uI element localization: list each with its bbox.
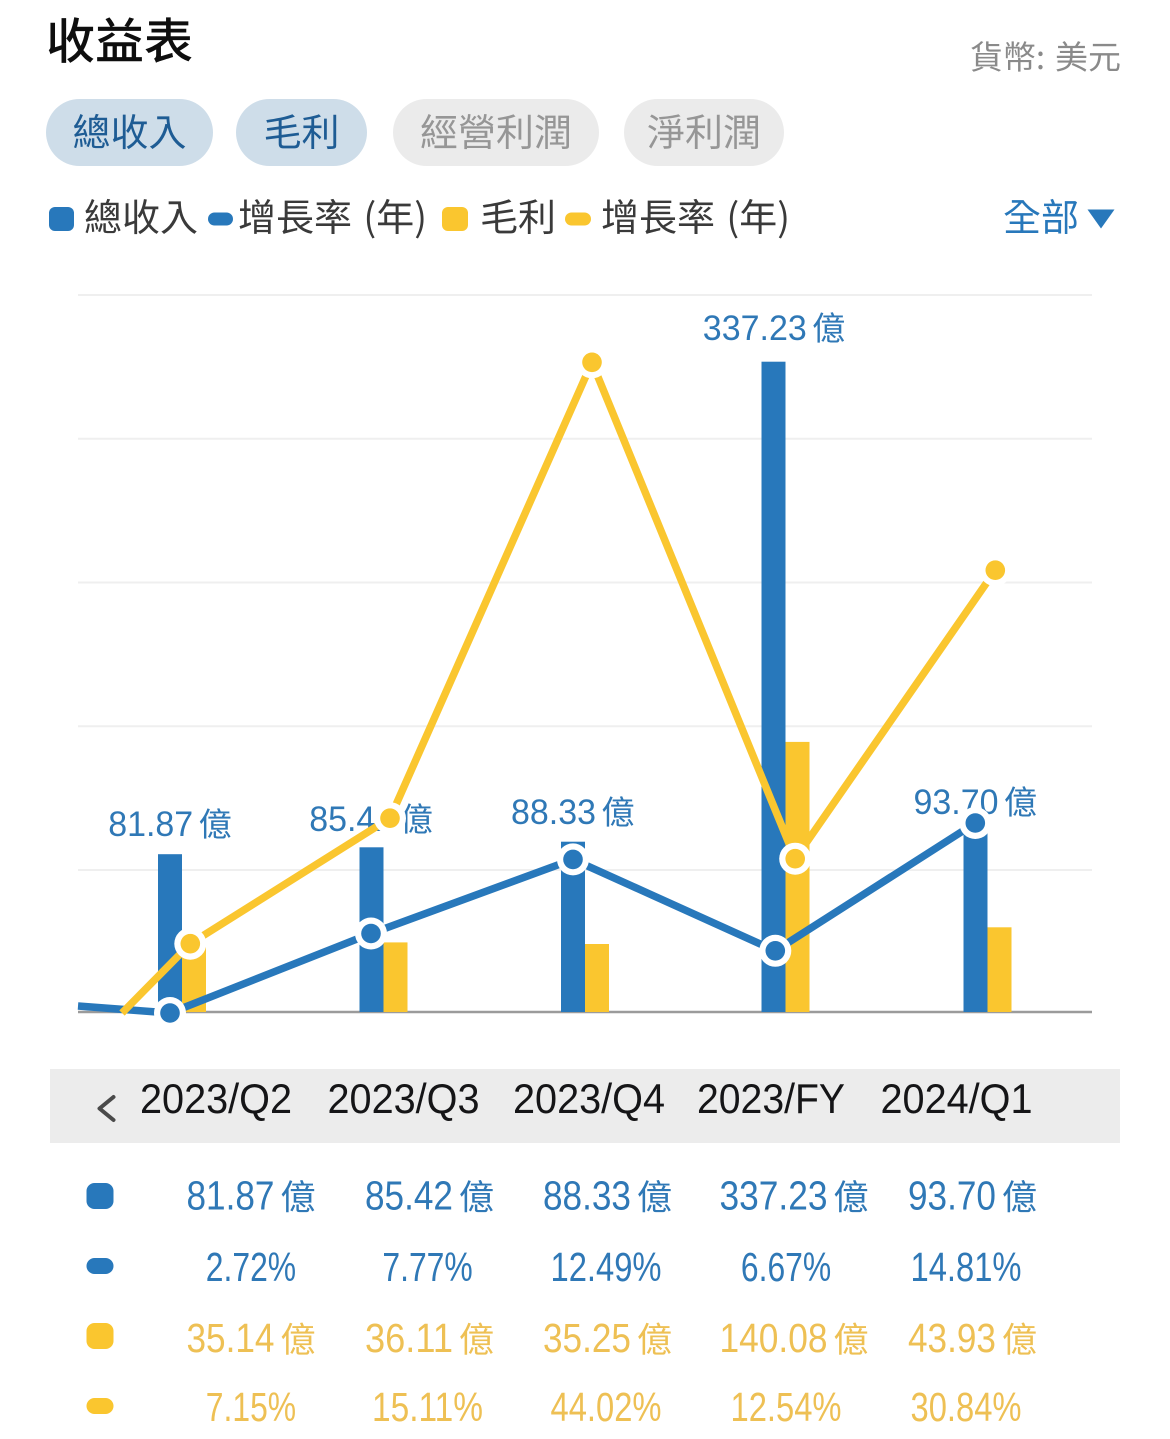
svg-text:2024/Q1: 2024/Q1 xyxy=(881,1075,1033,1122)
svg-text:12.49%: 12.49% xyxy=(551,1244,662,1290)
svg-text:93.70: 93.70 xyxy=(908,1173,996,1219)
svg-text:12.54%: 12.54% xyxy=(731,1384,842,1430)
svg-text:85.42: 85.42 xyxy=(365,1173,453,1219)
svg-text:2023/Q4: 2023/Q4 xyxy=(513,1075,665,1122)
svg-text:88.33: 88.33 xyxy=(511,793,596,832)
svg-text:337.23: 337.23 xyxy=(703,309,807,348)
svg-text:7.77%: 7.77% xyxy=(382,1244,472,1290)
svg-text:35.14: 35.14 xyxy=(187,1315,275,1361)
svg-text:2023/FY: 2023/FY xyxy=(697,1075,845,1122)
svg-text:81.87: 81.87 xyxy=(187,1173,275,1219)
svg-text:2023/Q2: 2023/Q2 xyxy=(140,1075,292,1122)
svg-text:30.84%: 30.84% xyxy=(911,1384,1022,1430)
svg-text:7.15%: 7.15% xyxy=(206,1384,296,1430)
svg-text:337.23: 337.23 xyxy=(720,1173,828,1219)
svg-text:6.67%: 6.67% xyxy=(741,1244,831,1290)
svg-text:81.87: 81.87 xyxy=(108,805,193,844)
svg-text:44.02%: 44.02% xyxy=(551,1384,662,1430)
svg-text:15.11%: 15.11% xyxy=(372,1384,483,1430)
svg-text:2.72%: 2.72% xyxy=(206,1244,296,1290)
svg-text:36.11: 36.11 xyxy=(365,1315,453,1361)
svg-text:88.33: 88.33 xyxy=(543,1173,631,1219)
svg-text:140.08: 140.08 xyxy=(720,1315,828,1361)
svg-text:14.81%: 14.81% xyxy=(911,1244,1022,1290)
svg-text:2023/Q3: 2023/Q3 xyxy=(328,1075,480,1122)
svg-text:43.93: 43.93 xyxy=(908,1315,996,1361)
svg-text:35.25: 35.25 xyxy=(543,1315,631,1361)
